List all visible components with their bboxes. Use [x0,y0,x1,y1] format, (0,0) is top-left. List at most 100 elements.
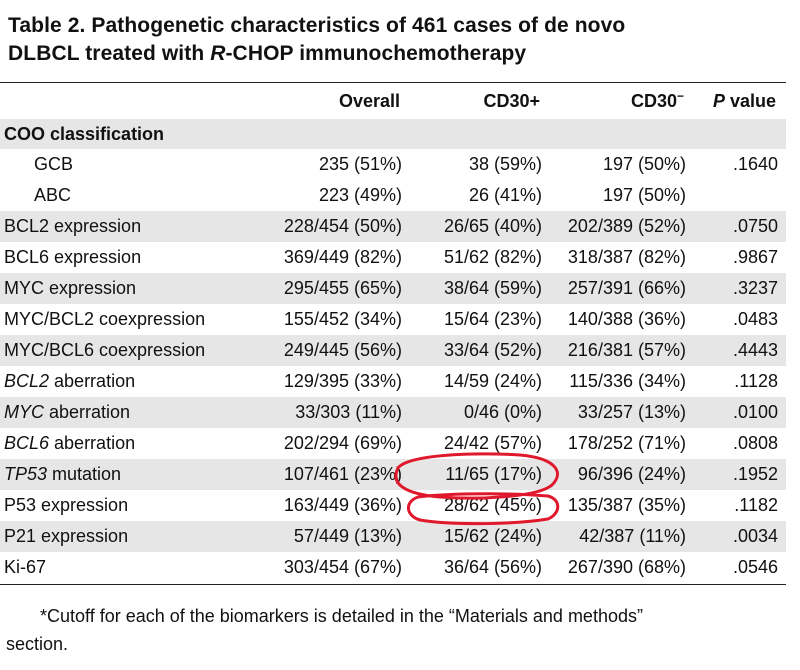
cell-overall: 223 (49%) [318,185,402,205]
characteristics-table: Overall CD30+ CD30− P value COO classifi… [0,83,786,583]
title-line-2-end: -CHOP immunochemotherapy [225,42,527,65]
cell-cd30-positive: 26/65 (40%) [410,211,550,242]
table-row: P53 expression 163/449 (36%) 28/62 (45%) 13… [0,490,786,521]
table-bottom-rule [0,584,786,585]
section-row-coo: COO classification [0,119,786,149]
cell-p-value: .0808 [732,433,778,453]
row-label: MYC aberration [0,397,262,428]
cell-cd30-negative: 96/396 (24%) [550,459,694,490]
cell-overall: 303/454 (67%) [283,557,402,577]
table-row: TP53 mutation 107/461 (23%) 11/65 (17%) 96/… [0,459,786,490]
row-label: Ki-67 [4,557,47,577]
title-line-2-italic: R [210,42,226,65]
cell-overall: 202/294 (69%) [283,433,402,453]
cell-cd30-negative: 178/252 (71%) [567,433,686,453]
cell-overall: 369/449 (82%) [283,247,402,267]
header-p-italic: P [712,90,725,111]
cell-overall: 155/452 (34%) [283,309,402,329]
row-label: BCL6 expression [4,247,142,267]
title-line-2-start: DLBCL treated with [8,42,211,65]
row-label: BCL2 expression [0,211,262,242]
cell-p-value: .3237 [694,273,786,304]
row-label: ABC [34,185,72,205]
table-row: ABC 223 (49%) 26 (41%) 197 (50%) [0,180,786,211]
row-label-italic: BCL6 [4,433,50,453]
table-row: MYC/BCL6 coexpression 249/445 (56%) 33/64 … [0,335,786,366]
cell-p-value: .0483 [732,309,778,329]
cell-p-value: .1128 [734,371,778,391]
cell-cd30-positive: 15/64 (23%) [443,309,542,329]
header-overall: Overall [338,90,400,111]
cell-cd30-negative: 33/257 (13%) [550,397,694,428]
table-row: BCL6 aberration 202/294 (69%) 24/42 (57%) 1… [0,428,786,459]
footnote-line-1: *Cutoff for each of the biomarkers is de… [40,606,643,626]
cell-p-value: .0034 [694,521,786,552]
cell-overall: 163/449 (36%) [283,495,402,515]
cell-cd30-negative: 216/381 (57%) [550,335,694,366]
cell-overall: 33/303 (11%) [262,397,410,428]
table-row: BCL2 aberration 129/395 (33%) 14/59 (24%) 1… [0,366,786,397]
row-label-rest: aberration [49,433,136,453]
cell-cd30-positive: 26 (41%) [468,185,542,205]
cell-cd30-positive: 51/62 (82%) [443,247,542,267]
cell-p-value: .9867 [732,247,778,267]
section-label: COO classification [0,119,786,149]
title-line-1: Table 2. Pathogenetic characteristics of… [8,14,626,37]
header-cd30-negative-sup: − [676,88,684,103]
header-cd30-negative: CD30− [550,83,694,119]
row-label: GCB [34,154,74,174]
cell-overall: 107/461 (23%) [262,459,410,490]
cell-p-value: .0546 [732,557,778,577]
header-cd30-negative-text: CD30 [630,90,677,111]
cell-p-value: .1640 [732,154,778,174]
cell-overall: 295/455 (65%) [262,273,410,304]
cell-cd30-negative: 135/387 (35%) [567,495,686,515]
row-label: BCL6 aberration [0,428,262,459]
table-row: P21 expression 57/449 (13%) 15/62 (24%) 42/… [0,521,786,552]
row-label-italic: MYC [4,402,44,422]
cell-cd30-negative: 197 (50%) [602,154,686,174]
header-cd30-positive: CD30+ [483,90,540,111]
row-label: P21 expression [0,521,262,552]
table-top-rule [0,82,786,83]
cell-cd30-negative: 140/388 (36%) [567,309,686,329]
table-row: MYC/BCL2 coexpression 155/452 (34%) 15/64 … [0,304,786,335]
header-p-value: P value [694,83,786,119]
row-label: TP53 mutation [0,459,262,490]
cell-p-value: .1952 [694,459,786,490]
header-row: Overall CD30+ CD30− P value [0,83,786,119]
header-p-rest: value [724,90,776,111]
cell-cd30-negative: 257/391 (66%) [550,273,694,304]
table-row: BCL6 expression 369/449 (82%) 51/62 (82%) 3… [0,242,786,273]
cell-cd30-positive: 38 (59%) [468,154,542,174]
row-label-rest: mutation [47,464,122,484]
row-label-italic: BCL2 [4,371,50,391]
cell-overall: 228/454 (50%) [262,211,410,242]
row-label-rest: aberration [44,402,131,422]
row-label: BCL2 aberration [0,366,262,397]
table-row: MYC expression 295/455 (65%) 38/64 (59%) 25… [0,273,786,304]
cell-cd30-positive: 36/64 (56%) [443,557,542,577]
table-row: GCB 235 (51%) 38 (59%) 197 (50%) .1640 [0,149,786,180]
row-label: MYC/BCL2 coexpression [4,309,206,329]
cell-cd30-negative: 318/387 (82%) [567,247,686,267]
cell-cd30-positive: 33/64 (52%) [410,335,550,366]
table-footnote: *Cutoff for each of the biomarkers is de… [6,602,780,658]
row-label: P53 expression [4,495,129,515]
row-label-rest: aberration [49,371,136,391]
cell-cd30-positive: 14/59 (24%) [443,371,542,391]
header-blank [0,83,262,119]
footnote-line-2: section. [6,634,69,654]
cell-p-value: .4443 [694,335,786,366]
table-row: BCL2 expression 228/454 (50%) 26/65 (40%) 2… [0,211,786,242]
cell-overall: 235 (51%) [318,154,402,174]
cell-p-value: .1182 [734,495,778,515]
cell-cd30-positive: 28/62 (45%) [443,495,542,515]
row-label: MYC/BCL6 coexpression [0,335,262,366]
row-label-italic: TP53 [4,464,48,484]
title-line-2: DLBCL treated with R-CHOP immunochemothe… [8,40,788,68]
cell-cd30-negative: 267/390 (68%) [567,557,686,577]
cell-cd30-positive: 0/46 (0%) [410,397,550,428]
cell-overall: 249/445 (56%) [262,335,410,366]
cell-p-value [694,180,786,211]
